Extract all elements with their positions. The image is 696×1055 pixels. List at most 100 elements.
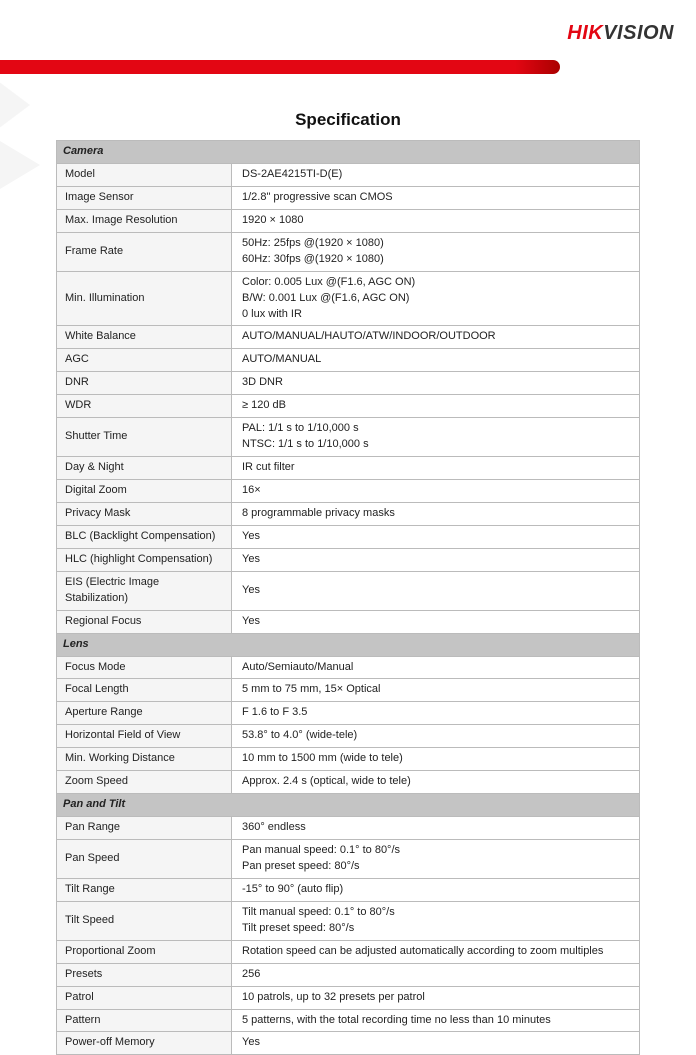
spec-value: AUTO/MANUAL/HAUTO/ATW/INDOOR/OUTDOOR bbox=[232, 326, 640, 349]
spec-label: Horizontal Field of View bbox=[57, 725, 232, 748]
spec-label: Model bbox=[57, 163, 232, 186]
section-header-row: Lens bbox=[57, 633, 640, 656]
spec-value: PAL: 1/1 s to 1/10,000 sNTSC: 1/1 s to 1… bbox=[232, 418, 640, 457]
spec-label: Pan Range bbox=[57, 817, 232, 840]
spec-value: F 1.6 to F 3.5 bbox=[232, 702, 640, 725]
table-row: Frame Rate50Hz: 25fps @(1920 × 1080)60Hz… bbox=[57, 232, 640, 271]
spec-label: Regional Focus bbox=[57, 610, 232, 633]
spec-label: EIS (Electric Image Stabilization) bbox=[57, 571, 232, 610]
table-row: Image Sensor1/2.8" progressive scan CMOS bbox=[57, 186, 640, 209]
spec-value: 5 patterns, with the total recording tim… bbox=[232, 1009, 640, 1032]
table-row: Presets256 bbox=[57, 963, 640, 986]
background-triangles-icon bbox=[0, 75, 50, 195]
spec-label: Day & Night bbox=[57, 457, 232, 480]
spec-value: 256 bbox=[232, 963, 640, 986]
table-row: Power-off MemoryYes bbox=[57, 1032, 640, 1055]
table-row: DNR3D DNR bbox=[57, 372, 640, 395]
spec-value: DS-2AE4215TI-D(E) bbox=[232, 163, 640, 186]
spec-label: Shutter Time bbox=[57, 418, 232, 457]
spec-value: Yes bbox=[232, 571, 640, 610]
spec-value: -15° to 90° (auto flip) bbox=[232, 878, 640, 901]
spec-value: Color: 0.005 Lux @(F1.6, AGC ON)B/W: 0.0… bbox=[232, 271, 640, 326]
table-row: Shutter TimePAL: 1/1 s to 1/10,000 sNTSC… bbox=[57, 418, 640, 457]
table-row: Horizontal Field of View53.8° to 4.0° (w… bbox=[57, 725, 640, 748]
table-row: Min. Working Distance10 mm to 1500 mm (w… bbox=[57, 748, 640, 771]
spec-value: 8 programmable privacy masks bbox=[232, 502, 640, 525]
table-row: Pan SpeedPan manual speed: 0.1° to 80°/s… bbox=[57, 840, 640, 879]
table-row: HLC (highlight Compensation)Yes bbox=[57, 548, 640, 571]
spec-label: Image Sensor bbox=[57, 186, 232, 209]
spec-label: Focal Length bbox=[57, 679, 232, 702]
spec-label: Proportional Zoom bbox=[57, 940, 232, 963]
section-header-row: Camera bbox=[57, 141, 640, 164]
spec-label: Tilt Speed bbox=[57, 901, 232, 940]
table-row: Focus ModeAuto/Semiauto/Manual bbox=[57, 656, 640, 679]
table-row: Patrol10 patrols, up to 32 presets per p… bbox=[57, 986, 640, 1009]
spec-value: IR cut filter bbox=[232, 457, 640, 480]
spec-label: Patrol bbox=[57, 986, 232, 1009]
table-row: BLC (Backlight Compensation)Yes bbox=[57, 525, 640, 548]
spec-value: 10 mm to 1500 mm (wide to tele) bbox=[232, 748, 640, 771]
table-row: Max. Image Resolution1920 × 1080 bbox=[57, 209, 640, 232]
page-title: Specification bbox=[0, 110, 696, 130]
table-row: Aperture RangeF 1.6 to F 3.5 bbox=[57, 702, 640, 725]
spec-label: HLC (highlight Compensation) bbox=[57, 548, 232, 571]
spec-value: Yes bbox=[232, 548, 640, 571]
brand-logo: HIKVISION bbox=[567, 22, 674, 45]
spec-value: 16× bbox=[232, 480, 640, 503]
table-row: ModelDS-2AE4215TI-D(E) bbox=[57, 163, 640, 186]
section-title: Pan and Tilt bbox=[57, 794, 640, 817]
spec-label: AGC bbox=[57, 349, 232, 372]
table-row: Tilt Range-15° to 90° (auto flip) bbox=[57, 878, 640, 901]
section-title: Lens bbox=[57, 633, 640, 656]
spec-label: Min. Working Distance bbox=[57, 748, 232, 771]
table-row: Digital Zoom16× bbox=[57, 480, 640, 503]
spec-label: Focus Mode bbox=[57, 656, 232, 679]
spec-label: WDR bbox=[57, 395, 232, 418]
spec-value: 3D DNR bbox=[232, 372, 640, 395]
spec-label: Min. Illumination bbox=[57, 271, 232, 326]
spec-value: 53.8° to 4.0° (wide-tele) bbox=[232, 725, 640, 748]
table-row: White BalanceAUTO/MANUAL/HAUTO/ATW/INDOO… bbox=[57, 326, 640, 349]
spec-value: Rotation speed can be adjusted automatic… bbox=[232, 940, 640, 963]
table-row: Privacy Mask8 programmable privacy masks bbox=[57, 502, 640, 525]
spec-value: Pan manual speed: 0.1° to 80°/sPan prese… bbox=[232, 840, 640, 879]
spec-label: Tilt Range bbox=[57, 878, 232, 901]
table-row: Min. IlluminationColor: 0.005 Lux @(F1.6… bbox=[57, 271, 640, 326]
spec-label: Digital Zoom bbox=[57, 480, 232, 503]
spec-value: Yes bbox=[232, 1032, 640, 1055]
spec-value: 5 mm to 75 mm, 15× Optical bbox=[232, 679, 640, 702]
spec-label: Privacy Mask bbox=[57, 502, 232, 525]
spec-label: Max. Image Resolution bbox=[57, 209, 232, 232]
spec-value: 10 patrols, up to 32 presets per patrol bbox=[232, 986, 640, 1009]
spec-label: Frame Rate bbox=[57, 232, 232, 271]
table-row: Zoom SpeedApprox. 2.4 s (optical, wide t… bbox=[57, 771, 640, 794]
spec-value: 50Hz: 25fps @(1920 × 1080)60Hz: 30fps @(… bbox=[232, 232, 640, 271]
table-row: EIS (Electric Image Stabilization)Yes bbox=[57, 571, 640, 610]
accent-bar bbox=[0, 60, 560, 74]
spec-label: Power-off Memory bbox=[57, 1032, 232, 1055]
spec-label: Aperture Range bbox=[57, 702, 232, 725]
spec-label: DNR bbox=[57, 372, 232, 395]
table-row: Pattern5 patterns, with the total record… bbox=[57, 1009, 640, 1032]
spec-value: Approx. 2.4 s (optical, wide to tele) bbox=[232, 771, 640, 794]
table-row: Pan Range360° endless bbox=[57, 817, 640, 840]
table-row: Focal Length5 mm to 75 mm, 15× Optical bbox=[57, 679, 640, 702]
spec-value: AUTO/MANUAL bbox=[232, 349, 640, 372]
spec-label: Pattern bbox=[57, 1009, 232, 1032]
table-row: Tilt SpeedTilt manual speed: 0.1° to 80°… bbox=[57, 901, 640, 940]
specification-table: CameraModelDS-2AE4215TI-D(E)Image Sensor… bbox=[56, 140, 640, 1055]
spec-label: Presets bbox=[57, 963, 232, 986]
table-row: Proportional ZoomRotation speed can be a… bbox=[57, 940, 640, 963]
spec-value: 1920 × 1080 bbox=[232, 209, 640, 232]
spec-label: BLC (Backlight Compensation) bbox=[57, 525, 232, 548]
table-row: Regional FocusYes bbox=[57, 610, 640, 633]
table-row: Day & NightIR cut filter bbox=[57, 457, 640, 480]
logo-part2: VISION bbox=[603, 22, 674, 44]
spec-value: Tilt manual speed: 0.1° to 80°/sTilt pre… bbox=[232, 901, 640, 940]
spec-label: Pan Speed bbox=[57, 840, 232, 879]
page-header: HIKVISION bbox=[0, 0, 696, 55]
spec-value: 360° endless bbox=[232, 817, 640, 840]
spec-value: ≥ 120 dB bbox=[232, 395, 640, 418]
spec-value: 1/2.8" progressive scan CMOS bbox=[232, 186, 640, 209]
